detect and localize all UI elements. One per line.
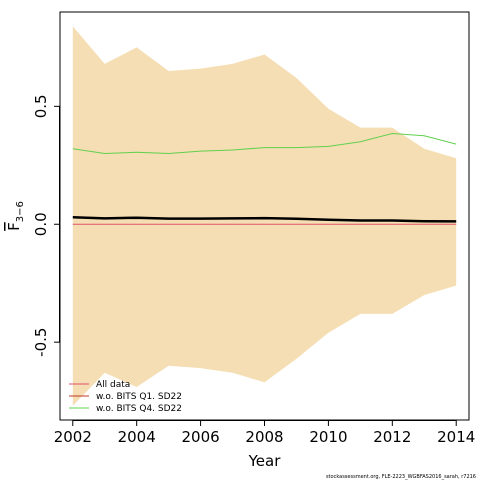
y-axis: -0.5 0.0 0.5 xyxy=(32,94,60,357)
series-lines xyxy=(72,132,457,225)
series-line-0 xyxy=(72,215,457,223)
x-tick-label: 2006 xyxy=(182,428,220,446)
x-tick-label: 2002 xyxy=(54,428,92,446)
legend-label: All data xyxy=(96,380,130,390)
legend-label: w.o. BITS Q4. SD22 xyxy=(96,404,182,414)
x-tick-label: 2008 xyxy=(245,428,283,446)
legend: All data w.o. BITS Q1. SD22 w.o. BITS Q4. … xyxy=(69,380,182,414)
y-tick-label: 0.0 xyxy=(32,212,50,236)
x-tick-label: 2014 xyxy=(437,428,475,446)
x-tick-label: 2004 xyxy=(118,428,156,446)
x-axis-title: Year xyxy=(248,452,282,470)
confidence-band-area xyxy=(72,26,457,406)
y-tick-label: -0.5 xyxy=(32,328,50,357)
legend-label: w.o. BITS Q1. SD22 xyxy=(96,392,182,402)
footer-credit: stockassessment.org, FLE-2223_WGBFAS2016… xyxy=(326,474,476,480)
y-axis-title: F3−6 xyxy=(5,201,26,231)
y-tick-label: 0.5 xyxy=(32,94,50,118)
x-axis: 2002 2004 2006 2008 2010 2012 2014 xyxy=(54,420,475,446)
confidence-band xyxy=(72,26,457,406)
x-tick-label: 2010 xyxy=(309,428,347,446)
y-axis-title-text: F3−6 xyxy=(5,201,26,231)
x-tick-label: 2012 xyxy=(373,428,411,446)
series-line-2 xyxy=(72,132,457,155)
